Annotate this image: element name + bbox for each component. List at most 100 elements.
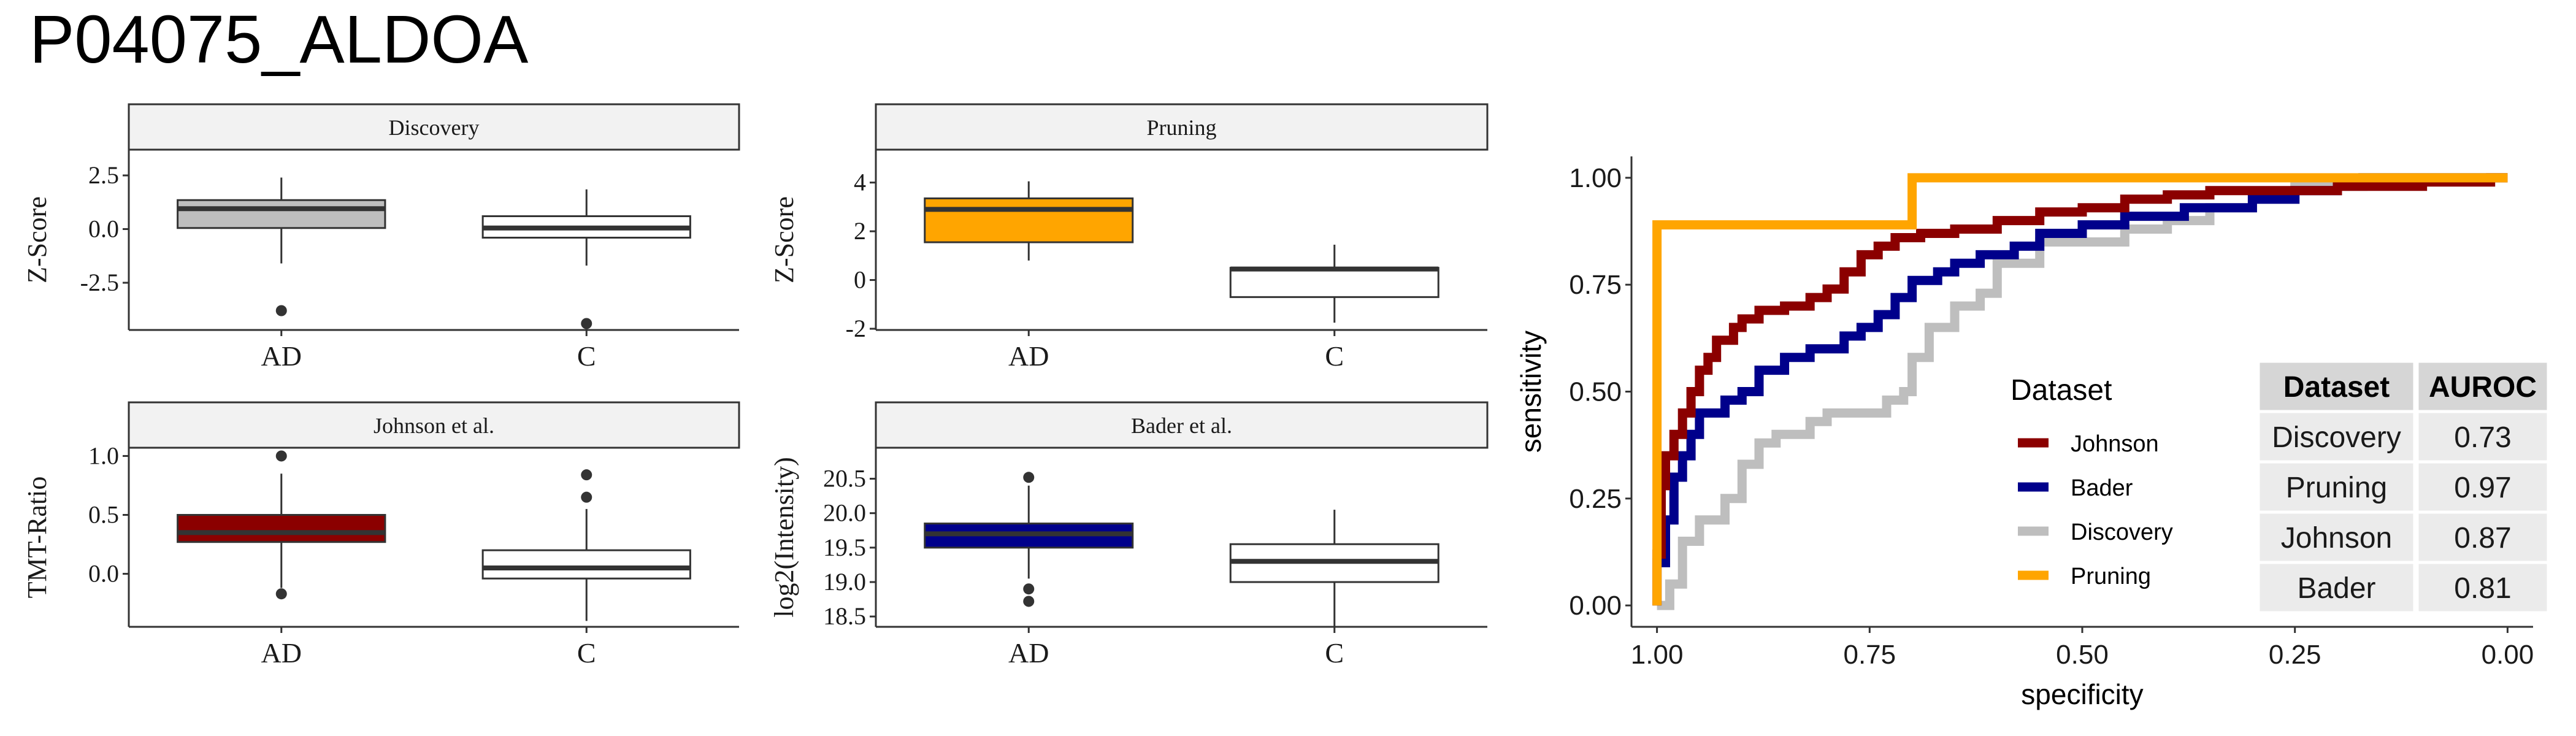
outlier-point bbox=[1023, 583, 1035, 595]
legend-label: Johnson bbox=[2071, 431, 2159, 457]
x-category-label: AD bbox=[1008, 340, 1049, 372]
outlier-point bbox=[275, 450, 287, 462]
panel-strip bbox=[875, 103, 1489, 151]
panel-strip-label: Discovery bbox=[389, 115, 480, 140]
y-tick-label: -2.5 bbox=[80, 269, 119, 296]
y-tick-label: 1.0 bbox=[88, 442, 119, 469]
table-cell-value: Pruning bbox=[2286, 472, 2387, 504]
y-tick-label: 0.0 bbox=[88, 560, 119, 588]
box-c bbox=[1229, 244, 1439, 323]
boxplot-panel: Discovery 2.5 0.0 -2.5 Z-Score AD C bbox=[22, 103, 740, 372]
box-iqr bbox=[481, 549, 691, 580]
table-cell bbox=[2256, 410, 2417, 464]
outlier-point bbox=[581, 491, 592, 503]
panel-strip bbox=[128, 103, 740, 151]
table-cell bbox=[2256, 510, 2417, 564]
boxplot-panel: Johnson et al. 1.0 0.5 0.0 TMT-Ratio AD C bbox=[22, 401, 740, 669]
outlier-point bbox=[275, 588, 287, 600]
panel-strip-label: Johnson et al. bbox=[374, 413, 494, 438]
table-cell-value: 0.87 bbox=[2454, 522, 2511, 554]
y-tick-label: 0.50 bbox=[1569, 377, 1622, 407]
y-tick-label: 0 bbox=[854, 266, 866, 294]
panel-strip-label: Bader et al. bbox=[1131, 413, 1232, 438]
table-cell-value: 0.81 bbox=[2454, 572, 2511, 605]
box-ad bbox=[924, 181, 1134, 261]
x-category-label: AD bbox=[1008, 637, 1049, 669]
roc-curve-pruning bbox=[1652, 173, 2508, 606]
table-cell bbox=[2415, 510, 2550, 564]
box-c bbox=[1229, 510, 1439, 627]
y-tick-label: 4 bbox=[854, 169, 866, 196]
box-ad bbox=[177, 177, 386, 316]
legend: Dataset Johnson Bader Discovery Pruning bbox=[2011, 374, 2173, 589]
y-axis-label: TMT-Ratio bbox=[22, 477, 52, 599]
y-tick-label: 1.00 bbox=[1569, 163, 1622, 193]
table-header-label: AUROC bbox=[2429, 371, 2537, 404]
boxplot-panel: Pruning 4 2 0 -2 Z-Score AD C bbox=[769, 103, 1489, 372]
y-tick-label: 2.5 bbox=[88, 161, 119, 189]
y-axis-label: sensitivity bbox=[1515, 331, 1547, 453]
y-axis-label: log2(Intensity) bbox=[769, 457, 799, 618]
outlier-point bbox=[1023, 596, 1035, 607]
y-axis-label: Z-Score bbox=[22, 196, 52, 283]
panel-strip bbox=[128, 401, 740, 449]
y-tick-label: 19.0 bbox=[823, 568, 866, 596]
y-tick-label: 0.0 bbox=[88, 215, 119, 243]
box-c bbox=[481, 189, 691, 329]
auroc-table: Dataset AUROC Discovery 0.73 Pruning 0.97 John… bbox=[2256, 359, 2550, 615]
roc-curve-bader bbox=[1652, 173, 2508, 606]
y-tick-label: 0.00 bbox=[1569, 591, 1622, 621]
y-tick-label: 0.25 bbox=[1569, 484, 1622, 514]
panel-strip-label: Pruning bbox=[1146, 115, 1216, 140]
y-tick-label: 2 bbox=[854, 217, 866, 245]
y-tick-label: 20.0 bbox=[823, 499, 866, 527]
x-category-label: AD bbox=[261, 637, 302, 669]
x-category-label: AD bbox=[261, 340, 302, 372]
box-iqr bbox=[924, 197, 1134, 243]
x-category-label: C bbox=[577, 340, 596, 372]
x-category-label: C bbox=[1325, 637, 1344, 669]
y-tick-label: -2 bbox=[846, 315, 866, 342]
y-tick-label: 20.5 bbox=[823, 465, 866, 493]
panel-strip bbox=[875, 401, 1489, 449]
outlier-point bbox=[581, 318, 592, 329]
roc-curve-discovery bbox=[1657, 173, 2508, 610]
table-cell-value: Bader bbox=[2297, 572, 2375, 605]
table-cell-value: 0.97 bbox=[2454, 472, 2511, 504]
x-category-label: C bbox=[1325, 340, 1344, 372]
table-cell bbox=[2415, 561, 2550, 615]
x-category-label: C bbox=[577, 637, 596, 669]
box-c bbox=[481, 469, 691, 621]
table-cell bbox=[2256, 561, 2417, 615]
table-cell-value: Discovery bbox=[2272, 421, 2401, 454]
roc-panel: 1.00 0.75 0.50 0.25 0.00 1.00 0.75 0.50 0.25 0.00… bbox=[1515, 156, 2550, 710]
table-cell-value: Johnson bbox=[2281, 522, 2392, 554]
box-ad bbox=[924, 472, 1134, 607]
legend-label: Discovery bbox=[2071, 519, 2173, 545]
y-tick-label: 19.5 bbox=[823, 534, 866, 561]
outlier-point bbox=[581, 469, 592, 481]
x-tick-label: 0.00 bbox=[2482, 640, 2534, 670]
table-cell bbox=[2415, 460, 2550, 514]
table-header-label: Dataset bbox=[2283, 371, 2390, 404]
box-iqr bbox=[177, 514, 386, 543]
table-cell-value: 0.73 bbox=[2454, 421, 2511, 454]
table-header-cell bbox=[2415, 359, 2550, 413]
x-tick-label: 1.00 bbox=[1631, 640, 1684, 670]
y-tick-label: 18.5 bbox=[823, 602, 866, 630]
y-tick-label: 0.5 bbox=[88, 501, 119, 529]
legend-label: Bader bbox=[2071, 475, 2133, 501]
x-tick-label: 0.25 bbox=[2269, 640, 2321, 670]
outlier-point bbox=[1023, 472, 1035, 483]
y-axis-label: Z-Score bbox=[769, 196, 799, 283]
legend-title: Dataset bbox=[2011, 374, 2112, 407]
outlier-point bbox=[275, 305, 287, 316]
legend-label: Pruning bbox=[2071, 564, 2151, 589]
box-iqr bbox=[1229, 267, 1439, 298]
box-ad bbox=[177, 450, 386, 600]
y-tick-label: 0.75 bbox=[1569, 270, 1622, 300]
box-iqr bbox=[177, 199, 386, 229]
x-tick-label: 0.50 bbox=[2056, 640, 2109, 670]
boxplot-panels: Discovery 2.5 0.0 -2.5 Z-Score AD C Pruning 4 2 0 -… bbox=[22, 103, 1489, 669]
